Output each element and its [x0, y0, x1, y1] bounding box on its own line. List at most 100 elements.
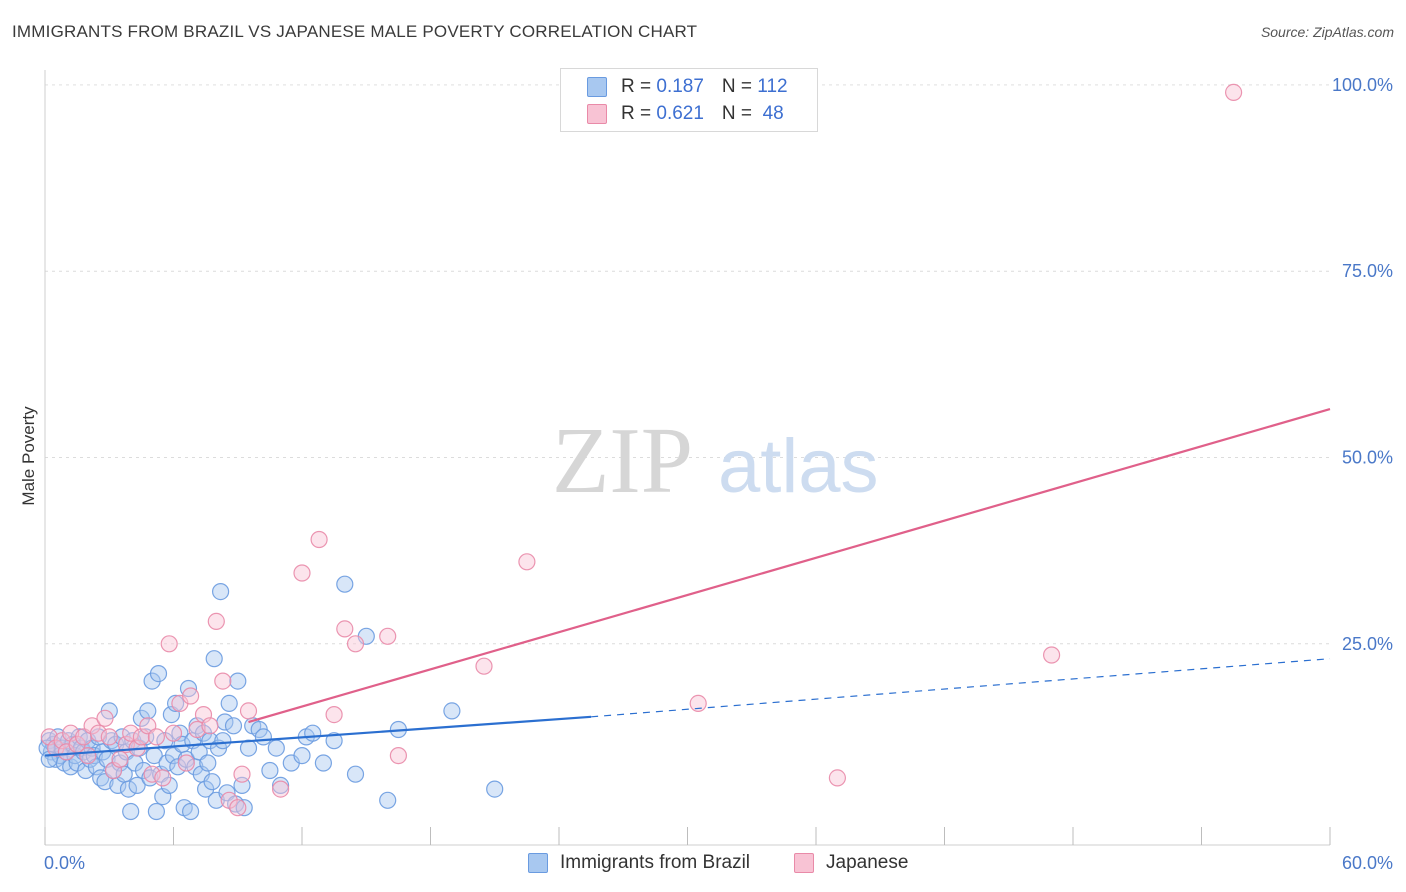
point-japanese — [160, 635, 178, 653]
point-brazil — [122, 802, 140, 821]
point-japanese — [100, 728, 118, 746]
point-japanese — [233, 765, 251, 783]
point-japanese — [336, 620, 354, 638]
point-japanese — [293, 564, 311, 582]
chart-title: IMMIGRANTS FROM BRAZIL VS JAPANESE MALE … — [12, 22, 698, 41]
legend-n-label: N = — [721, 103, 758, 124]
point-brazil — [325, 732, 343, 750]
point-brazil — [443, 702, 461, 720]
point-japanese — [475, 657, 493, 675]
point-brazil — [77, 761, 95, 780]
y-tick-label: 100.0% — [1332, 75, 1393, 95]
point-brazil — [203, 773, 221, 791]
legend-swatch-japanese — [794, 853, 814, 873]
point-japanese — [239, 702, 258, 720]
y-tick-label: 25.0% — [1342, 634, 1393, 654]
data-points — [38, 83, 1243, 821]
point-japanese — [389, 746, 407, 765]
watermark-atlas: atlas — [718, 424, 879, 509]
point-japanese — [111, 750, 129, 768]
point-brazil — [293, 746, 311, 765]
legend-swatch-brazil — [528, 853, 548, 873]
grid-lines — [45, 84, 1330, 645]
point-brazil — [205, 650, 223, 668]
point-japanese — [122, 724, 140, 742]
legend-r-value: 0.187 — [656, 76, 704, 97]
point-japanese — [117, 735, 136, 754]
correlation-legend: R = 0.187 N = 112 R = 0.621 N = 48 — [560, 68, 818, 132]
point-japanese — [201, 717, 219, 735]
legend-swatch-japanese — [587, 104, 607, 124]
point-brazil — [220, 694, 238, 713]
point-brazil — [272, 776, 290, 795]
point-japanese — [272, 780, 290, 798]
watermark: ZIP atlas — [552, 409, 879, 513]
point-japanese — [310, 530, 328, 549]
point-brazil — [128, 776, 146, 795]
point-brazil — [167, 694, 185, 713]
point-japanese — [828, 769, 847, 787]
y-tick-label: 75.0% — [1342, 261, 1393, 281]
point-brazil — [149, 664, 168, 683]
x-tick-label: 60.0% — [1342, 853, 1393, 873]
source-label: Source: ZipAtlas.com — [1260, 24, 1394, 40]
point-brazil — [199, 754, 217, 772]
point-japanese — [89, 724, 108, 742]
point-japanese — [214, 672, 232, 690]
legend-row-brazil: R = 0.187 N = 112 — [587, 75, 788, 99]
legend-r-label: R = — [621, 76, 657, 97]
point-japanese — [207, 612, 225, 631]
point-japanese — [143, 765, 161, 783]
point-japanese — [229, 799, 247, 817]
legend-n-value: 112 — [757, 76, 788, 97]
point-japanese — [379, 627, 397, 645]
x-tick-label: 0.0% — [44, 853, 85, 873]
point-japanese — [79, 746, 97, 765]
point-brazil — [379, 791, 397, 809]
point-japanese — [518, 553, 536, 571]
y-tick-label: 50.0% — [1342, 448, 1393, 468]
tick-labels: 25.0% 50.0% 75.0% 100.0% 0.0% 60.0% — [44, 75, 1393, 873]
point-brazil — [314, 754, 332, 772]
point-brazil — [139, 702, 157, 720]
point-brazil — [235, 799, 253, 817]
point-brazil — [346, 765, 365, 783]
point-brazil — [336, 575, 354, 593]
point-brazil — [182, 802, 200, 821]
legend-r-label: R = — [621, 103, 657, 124]
legend-row-japanese: R = 0.621 N = 48 — [587, 102, 784, 126]
trend-line-brazil-extrapolated — [591, 658, 1331, 718]
point-japanese — [154, 769, 172, 787]
y-axis-label: Male Poverty — [19, 406, 38, 506]
point-japanese — [1224, 83, 1243, 102]
trend-line-brazil — [44, 715, 592, 757]
point-japanese — [346, 635, 365, 653]
axes — [44, 70, 1331, 846]
legend-label-brazil: Immigrants from Brazil — [560, 852, 751, 873]
point-brazil — [304, 724, 322, 742]
legend-label-japanese: Japanese — [826, 852, 909, 873]
point-brazil — [254, 728, 272, 746]
trend-lines — [44, 408, 1331, 757]
legend-swatch-brazil — [587, 77, 607, 97]
legend-r-value: 0.621 — [656, 103, 704, 124]
point-japanese — [1042, 646, 1061, 664]
legend-item-brazil: Immigrants from Brazil — [528, 852, 750, 874]
legend-n-label: N = — [721, 76, 758, 97]
point-brazil — [261, 761, 279, 780]
point-japanese — [182, 687, 200, 705]
watermark-zip: ZIP — [552, 409, 693, 513]
point-brazil — [212, 582, 230, 601]
point-japanese — [96, 709, 114, 727]
series-legend: Immigrants from Brazil Japanese — [0, 852, 1406, 878]
point-brazil — [119, 780, 138, 798]
point-japanese — [325, 705, 343, 724]
point-japanese — [188, 720, 206, 739]
point-brazil — [224, 717, 243, 735]
point-brazil — [147, 802, 165, 821]
legend-item-japanese: Japanese — [794, 852, 908, 874]
point-japanese — [147, 728, 165, 746]
point-brazil — [214, 732, 232, 750]
point-japanese — [689, 694, 707, 713]
